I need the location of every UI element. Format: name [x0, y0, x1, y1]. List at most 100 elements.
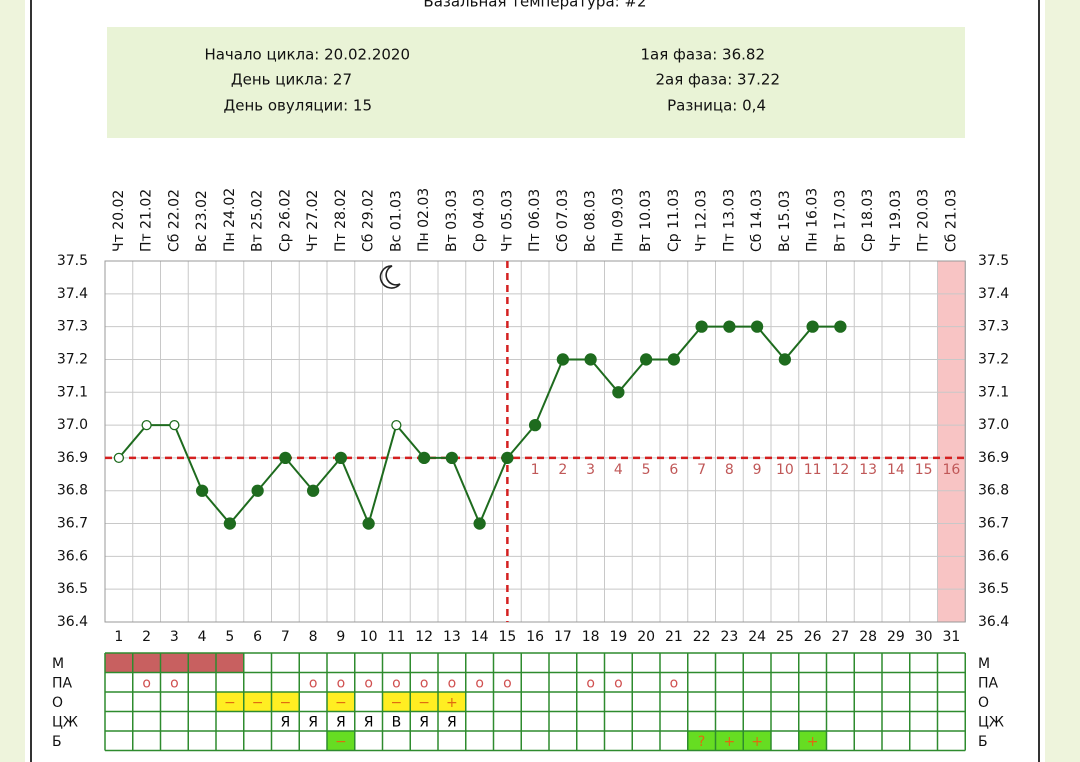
table-cell: +	[807, 734, 819, 750]
date-label: Сб 22.02	[166, 189, 182, 252]
point	[251, 484, 264, 497]
table-cell-fill	[687, 731, 716, 751]
point	[417, 451, 431, 465]
table-cell: ?	[698, 734, 705, 750]
point	[750, 320, 764, 333]
table-cell: Я	[419, 714, 429, 730]
row-label: Б	[52, 734, 62, 750]
info-text: 2ая фаза: 37.22	[656, 71, 780, 89]
date-label: Пт 20.03	[916, 189, 932, 252]
table-cell: Я	[281, 714, 291, 730]
date-label: Пн 02.03	[416, 188, 432, 252]
x-tick-label: 30	[915, 629, 933, 645]
table-cell: o	[586, 675, 595, 691]
table-cell: o	[392, 675, 401, 691]
y-tick-label: 36.4	[57, 614, 88, 630]
point	[141, 419, 152, 431]
luteal-day-label: 14	[887, 462, 905, 478]
y2-tick-label: 36.6	[978, 548, 1009, 564]
date-label: Пн 16.03	[805, 188, 821, 252]
row-label: ЦЖ	[978, 714, 1004, 730]
moon-icon	[379, 265, 401, 289]
x-tick-label: 8	[309, 629, 318, 645]
info-text: Начало цикла: 20.02.2020	[204, 46, 410, 64]
table-cell: В	[392, 714, 402, 730]
y2-tick-label: 36.5	[978, 581, 1009, 597]
date-label: Чт 20.02	[111, 190, 127, 252]
row-label: О	[52, 695, 63, 711]
date-label: Вс 08.03	[583, 190, 599, 252]
table-cell-fill	[243, 692, 272, 712]
luteal-day-label: 11	[804, 462, 822, 478]
info-text: День овуляции: 15	[224, 97, 372, 115]
luteal-day-label: 6	[669, 462, 678, 478]
luteal-day-label: 7	[697, 462, 706, 478]
row-label: ПА	[978, 675, 999, 691]
y-tick-label: 36.7	[57, 516, 88, 532]
date-label: Ср 18.03	[860, 189, 876, 252]
row-label: М	[978, 656, 990, 672]
x-tick-label: 29	[887, 629, 905, 645]
point	[778, 353, 792, 366]
date-label: Сб 21.03	[943, 189, 959, 252]
x-tick-label: 10	[360, 629, 378, 645]
row-label: ЦЖ	[52, 714, 78, 730]
x-tick-label: 28	[859, 629, 877, 645]
x-tick-label: 26	[804, 629, 822, 645]
x-tick-label: 23	[720, 629, 738, 645]
point	[723, 320, 736, 333]
luteal-day-label: 8	[725, 462, 734, 478]
table-cell: o	[420, 675, 429, 691]
table-cell-fill	[160, 653, 189, 673]
point	[195, 484, 209, 497]
y2-tick-label: 36.7	[978, 516, 1009, 532]
point	[667, 353, 681, 366]
x-tick-label: 15	[498, 629, 516, 645]
luteal-day-label: 3	[586, 462, 595, 478]
luteal-day-label: 12	[831, 462, 849, 478]
plot-border	[104, 260, 966, 623]
point	[695, 320, 708, 333]
luteal-day-label: 5	[642, 462, 651, 478]
table-cell: Я	[308, 714, 318, 730]
date-label: Пн 24.02	[222, 188, 238, 252]
date-label: Сб 29.02	[361, 189, 377, 252]
row-label: О	[978, 695, 989, 711]
x-tick-label: 9	[336, 629, 345, 645]
date-label: Чт 27.02	[305, 190, 321, 252]
table-cell: o	[170, 675, 179, 691]
x-tick-label: 6	[253, 629, 262, 645]
date-label: Чт 12.03	[694, 190, 710, 252]
x-tick-label: 17	[554, 629, 572, 645]
date-label: Вт 25.02	[250, 190, 266, 252]
y2-tick-label: 37.0	[978, 417, 1009, 433]
x-tick-label: 4	[198, 629, 207, 645]
x-tick-label: 19	[609, 629, 627, 645]
date-label: Ср 26.02	[277, 189, 293, 252]
x-tick-label: 16	[526, 629, 544, 645]
row-label: ПА	[52, 675, 73, 691]
x-tick-label: 21	[665, 629, 683, 645]
x-tick-label: 24	[748, 629, 766, 645]
table-cell: Я	[364, 714, 374, 730]
y-tick-label: 36.5	[57, 581, 88, 597]
table-cell-fill	[188, 653, 216, 673]
x-tick-label: 27	[831, 629, 849, 645]
point	[362, 517, 375, 530]
y2-tick-label: 36.9	[978, 450, 1009, 466]
date-label: Ср 04.03	[472, 189, 488, 252]
table-cell: −	[280, 695, 292, 711]
luteal-day-label: 15	[915, 462, 933, 478]
table-cell: Я	[336, 714, 346, 730]
table-cell: o	[475, 675, 484, 691]
table-cell: o	[364, 675, 373, 691]
table-cell: −	[335, 695, 347, 711]
date-label: Сб 07.03	[555, 189, 571, 252]
date-label: Вс 01.03	[388, 190, 404, 252]
point	[113, 452, 125, 464]
y-tick-label: 37.3	[57, 319, 88, 335]
table-cell-fill	[216, 653, 244, 673]
table-cell: +	[724, 734, 736, 750]
point	[473, 517, 486, 530]
